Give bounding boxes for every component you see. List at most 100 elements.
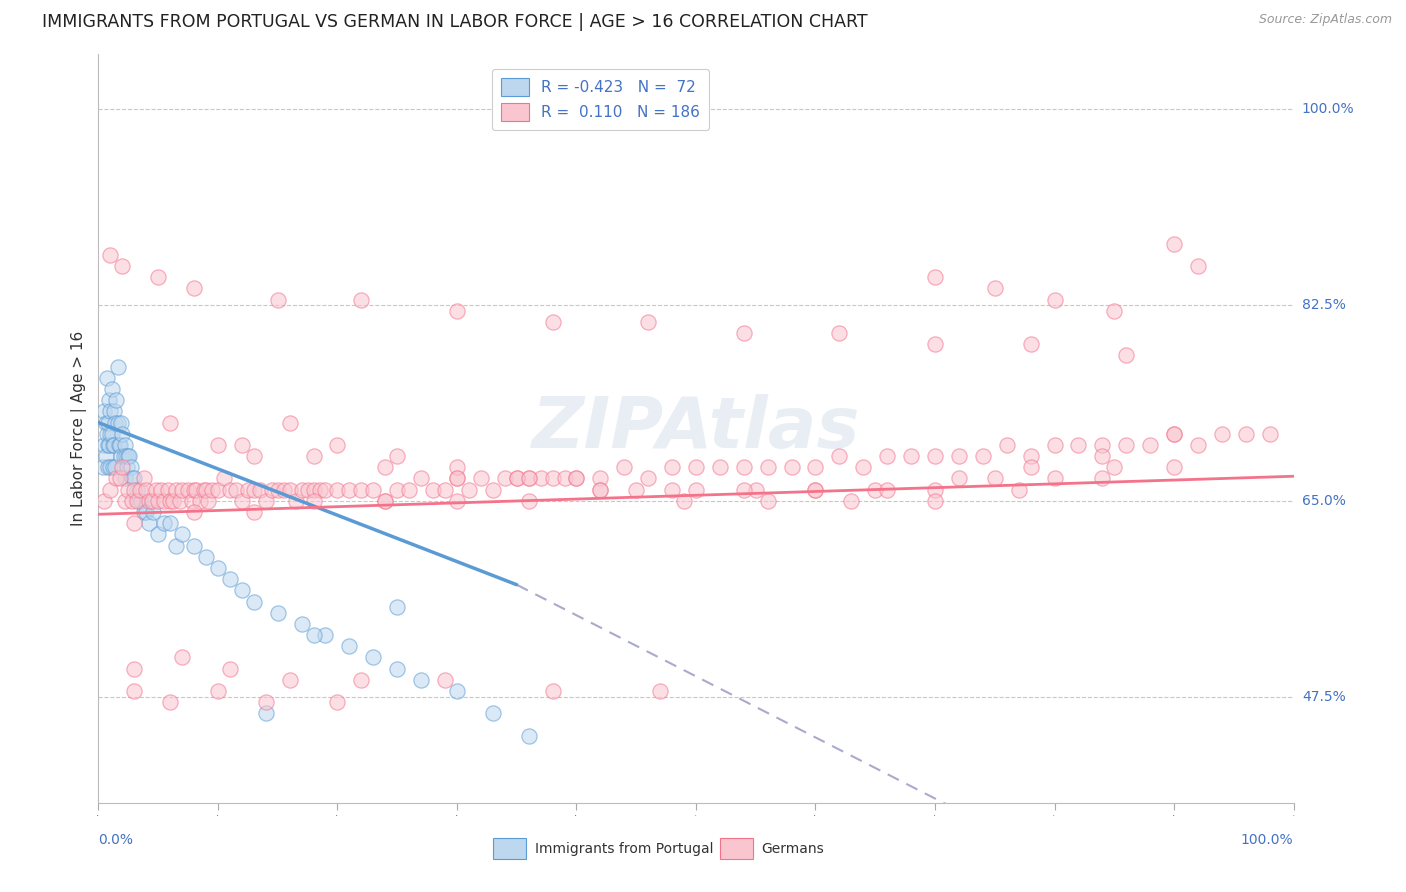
Point — [315, 483, 337, 497]
Point — [1043, 438, 1066, 452]
Text: IMMIGRANTS FROM PORTUGAL VS GERMAN IN LABOR FORCE | AGE > 16 CORRELATION CHART: IMMIGRANTS FROM PORTUGAL VS GERMAN IN LA… — [42, 13, 868, 31]
Point — [1019, 460, 1042, 475]
Point — [661, 460, 683, 475]
Point — [114, 471, 136, 485]
Point — [101, 460, 124, 475]
Point — [661, 483, 683, 497]
Point — [756, 460, 779, 475]
Point — [1104, 460, 1126, 475]
Point — [103, 404, 125, 418]
Point — [98, 404, 122, 418]
Point — [1008, 483, 1031, 497]
Point — [446, 493, 468, 508]
Point — [1187, 438, 1209, 452]
Point — [804, 483, 827, 497]
Text: 47.5%: 47.5% — [1302, 690, 1346, 704]
Point — [995, 438, 1018, 452]
Point — [254, 695, 277, 709]
Point — [385, 483, 409, 497]
Point — [165, 483, 187, 497]
Point — [159, 493, 181, 508]
Point — [249, 483, 271, 497]
Point — [589, 471, 612, 485]
Point — [115, 449, 138, 463]
Point — [1139, 438, 1161, 452]
Point — [924, 337, 946, 351]
Point — [517, 471, 540, 485]
Point — [565, 471, 588, 485]
Point — [212, 471, 235, 485]
Point — [114, 438, 136, 452]
Point — [111, 426, 134, 441]
Point — [385, 600, 409, 615]
Point — [153, 516, 176, 531]
Point — [481, 706, 505, 721]
Point — [207, 483, 229, 497]
Point — [117, 449, 139, 463]
Point — [374, 493, 396, 508]
Point — [1091, 471, 1114, 485]
Point — [94, 449, 117, 463]
Point — [100, 382, 122, 396]
Point — [278, 416, 301, 430]
Point — [1163, 426, 1185, 441]
Point — [121, 471, 143, 485]
Point — [350, 483, 373, 497]
Point — [828, 449, 851, 463]
Point — [589, 483, 612, 497]
Point — [278, 673, 301, 687]
Point — [135, 505, 157, 519]
Point — [1115, 349, 1137, 363]
Point — [97, 416, 120, 430]
Point — [183, 483, 205, 497]
Point — [278, 483, 301, 497]
Point — [236, 483, 259, 497]
Point — [169, 493, 191, 508]
Point — [135, 483, 157, 497]
Point — [243, 594, 266, 608]
Y-axis label: In Labor Force | Age > 16: In Labor Force | Age > 16 — [72, 331, 87, 525]
Point — [141, 493, 163, 508]
Point — [291, 483, 314, 497]
Point — [243, 483, 266, 497]
Point — [172, 527, 194, 541]
Point — [637, 315, 659, 329]
Point — [98, 248, 122, 262]
Point — [156, 483, 179, 497]
Point — [1104, 303, 1126, 318]
Point — [374, 460, 396, 475]
Point — [972, 449, 994, 463]
Point — [128, 493, 150, 508]
Point — [302, 628, 325, 642]
Point — [1043, 471, 1066, 485]
Point — [165, 539, 187, 553]
Point — [260, 483, 283, 497]
Point — [613, 460, 636, 475]
Point — [101, 438, 124, 452]
Point — [162, 493, 184, 508]
Point — [172, 650, 194, 665]
Point — [112, 449, 135, 463]
Point — [554, 471, 576, 485]
Point — [363, 650, 385, 665]
Point — [841, 493, 863, 508]
Point — [107, 438, 129, 452]
Point — [852, 460, 875, 475]
Point — [148, 527, 170, 541]
Point — [302, 483, 325, 497]
Point — [129, 483, 152, 497]
Point — [124, 684, 146, 698]
Point — [411, 673, 433, 687]
Point — [326, 438, 349, 452]
Point — [231, 493, 253, 508]
Point — [1163, 426, 1185, 441]
Point — [231, 438, 253, 452]
Point — [104, 460, 127, 475]
Point — [121, 493, 143, 508]
Text: ZIPAtlas: ZIPAtlas — [531, 393, 860, 463]
Point — [105, 393, 128, 408]
Point — [97, 460, 120, 475]
Point — [804, 483, 827, 497]
Point — [924, 449, 946, 463]
Point — [297, 483, 319, 497]
